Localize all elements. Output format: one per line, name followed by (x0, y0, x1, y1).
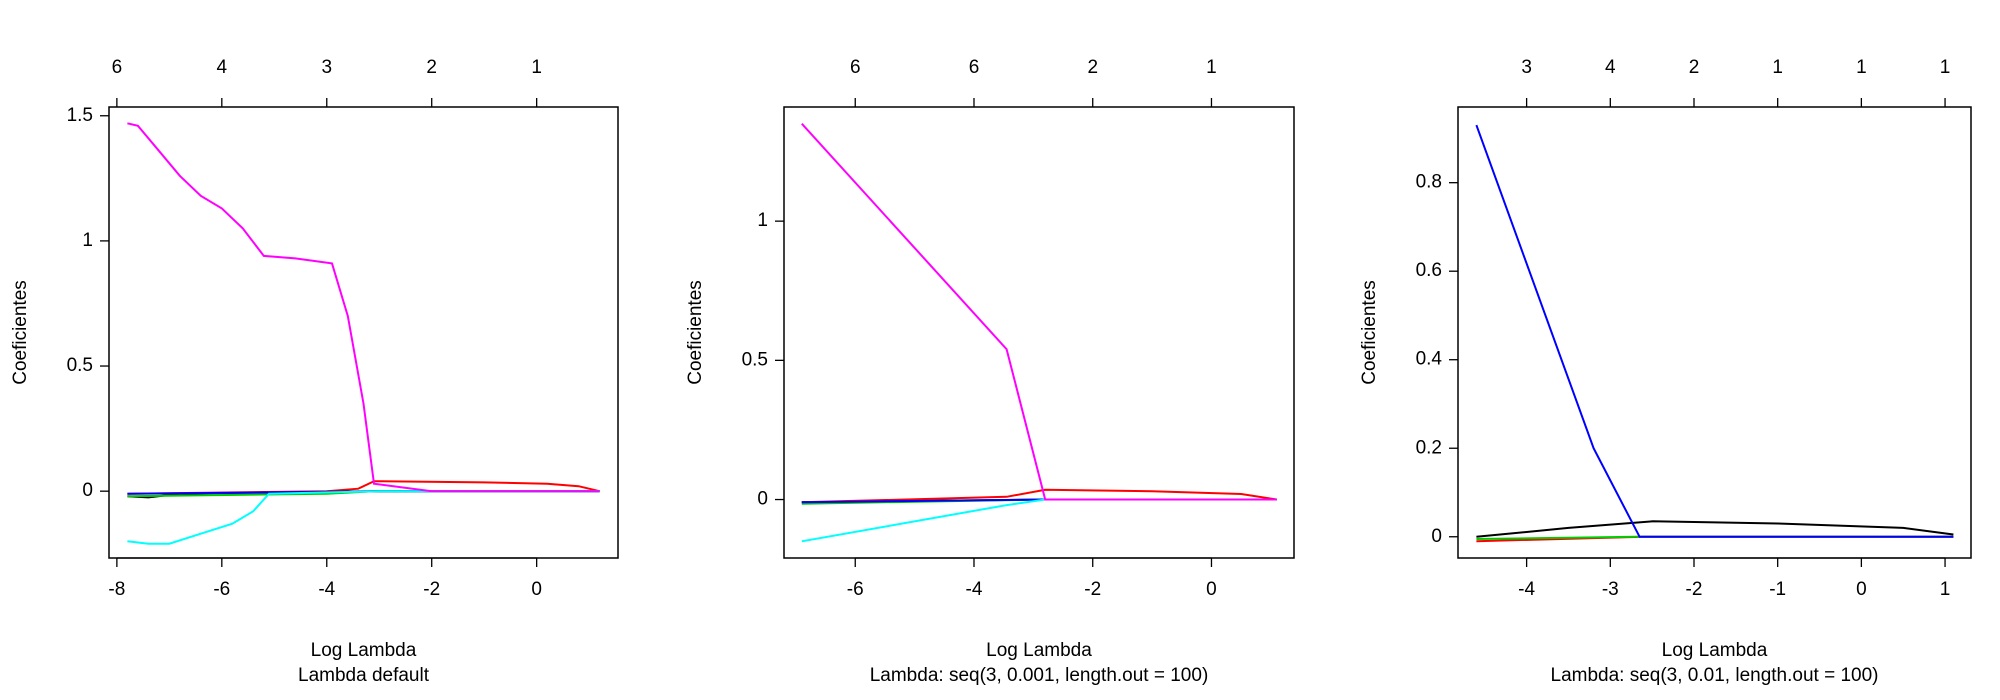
subtitle: Lambda: seq(3, 0.01, length.out = 100) (1551, 665, 1879, 686)
top-tick-label: 1 (1856, 57, 1867, 78)
y-tick-label: 0.4 (1416, 349, 1443, 370)
x-tick-label: -1 (1769, 579, 1786, 600)
coefficient-path (127, 122, 600, 493)
x-tick-label: -3 (1602, 579, 1619, 600)
y-axis-label: Coeficientes (1359, 280, 1380, 385)
x-axis-label: Log Lambda (986, 640, 1092, 661)
top-tick-label: 1 (531, 57, 542, 78)
top-tick-label: 6 (112, 57, 123, 78)
top-tick-label: 3 (1521, 57, 1532, 78)
x-tick-label: -8 (108, 579, 125, 600)
y-tick-label: 0.2 (1416, 437, 1442, 458)
top-tick-label: 1 (1940, 57, 1951, 78)
y-tick-label: 1 (757, 210, 768, 231)
y-axis-label: Coeficientes (685, 280, 706, 385)
x-tick-label: -6 (847, 579, 864, 600)
x-tick-label: 0 (531, 579, 542, 600)
y-tick-label: 1 (82, 230, 93, 251)
x-axis-label: Log Lambda (311, 640, 417, 661)
x-axis-label: Log Lambda (1662, 640, 1768, 661)
coefficient-path (801, 488, 1277, 504)
coefficient-path (127, 490, 600, 545)
y-axis-label: Coeficientes (10, 280, 31, 385)
top-tick-label: 3 (321, 57, 332, 78)
y-tick-label: 0.8 (1416, 172, 1442, 193)
x-tick-label: -4 (966, 579, 983, 600)
y-tick-label: 0.5 (67, 355, 93, 376)
top-tick-label: 2 (1087, 57, 1098, 78)
top-tick-label: 6 (969, 57, 980, 78)
subtitle: Lambda: seq(3, 0.001, length.out = 100) (870, 665, 1209, 686)
top-tick-label: 2 (1689, 57, 1700, 78)
subtitle: Lambda default (298, 665, 430, 686)
top-tick-label: 6 (850, 57, 861, 78)
top-tick-label: 1 (1206, 57, 1217, 78)
x-tick-label: 0 (1206, 579, 1217, 600)
y-tick-label: 0.5 (742, 349, 768, 370)
x-tick-label: 0 (1856, 579, 1867, 600)
x-tick-label: -2 (1084, 579, 1101, 600)
y-tick-label: 0 (1431, 526, 1442, 547)
top-tick-label: 4 (1605, 57, 1616, 78)
y-tick-label: 0 (82, 480, 93, 501)
plot-frame (1457, 106, 1972, 559)
x-tick-label: 1 (1940, 579, 1951, 600)
top-tick-label: 4 (217, 57, 228, 78)
top-tick-label: 2 (426, 57, 437, 78)
x-tick-label: -4 (1518, 579, 1535, 600)
x-tick-label: -4 (318, 579, 335, 600)
coefficient-path (1476, 520, 1954, 538)
x-tick-label: -6 (213, 579, 230, 600)
y-tick-label: 1.5 (67, 105, 93, 126)
y-tick-label: 0 (757, 489, 768, 510)
x-tick-label: -2 (423, 579, 440, 600)
y-tick-label: 0.6 (1416, 260, 1442, 281)
coefficient-path (1475, 124, 1954, 538)
x-tick-label: -2 (1686, 579, 1703, 600)
coefficient-path (801, 498, 1277, 543)
top-tick-label: 1 (1772, 57, 1783, 78)
coefficient-path (801, 123, 1277, 501)
